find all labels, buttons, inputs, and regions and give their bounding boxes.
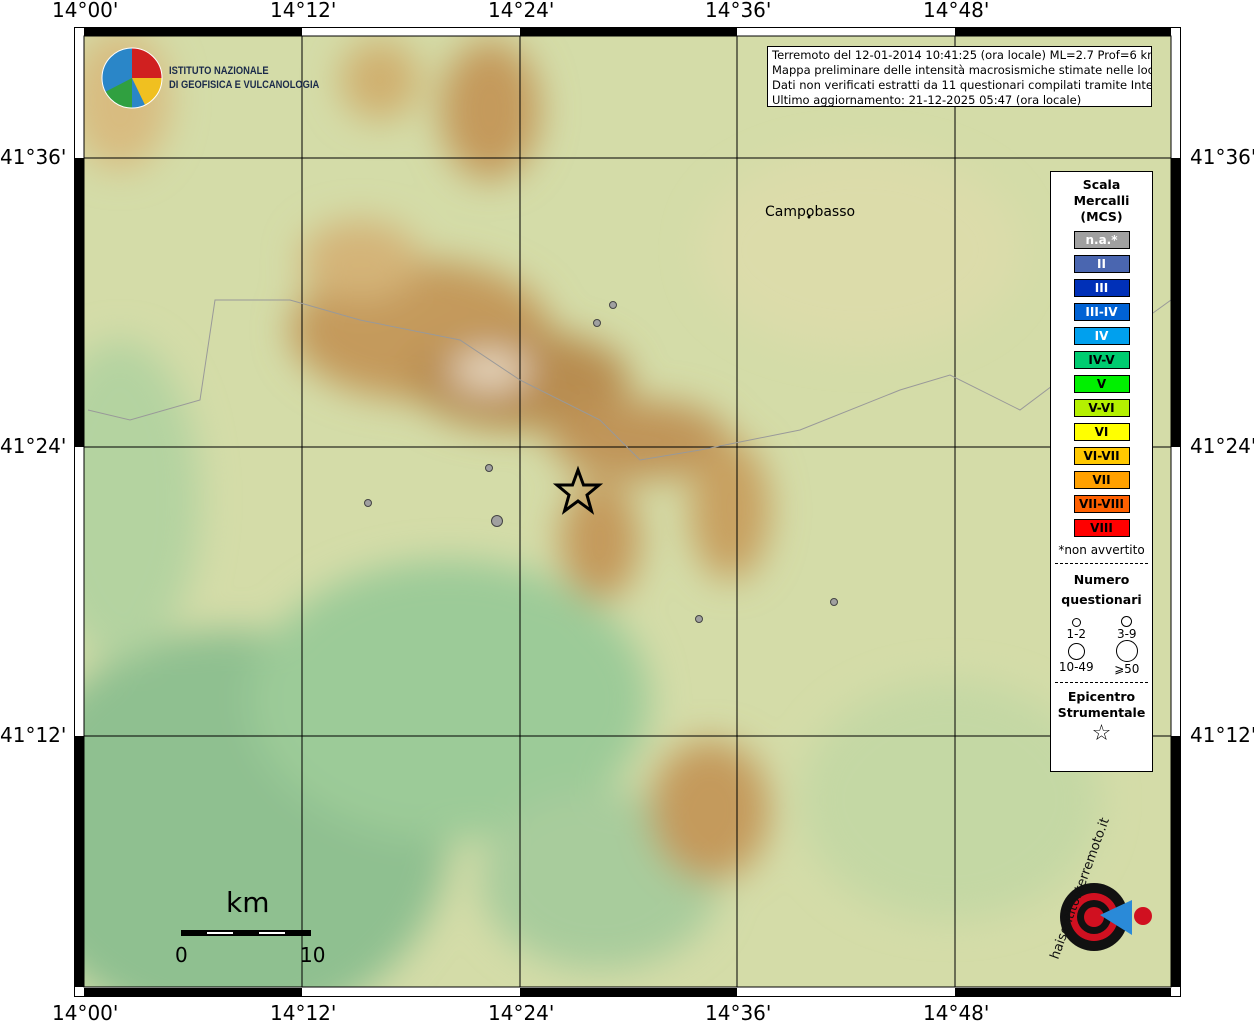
ingv-line2: DI GEOFISICA E VULCANOLOGIA	[169, 79, 320, 91]
lon-tick: 14°24'	[488, 0, 555, 22]
ingv-name: ISTITUTO NAZIONALE DI GEOFISICA E VULCAN…	[169, 64, 319, 92]
scale-min: 0	[175, 943, 188, 967]
title-line: Mercalli	[1073, 193, 1130, 208]
ingv-logo	[101, 47, 163, 109]
title-line: Numero	[1073, 572, 1130, 587]
observation-point[interactable]	[830, 598, 838, 606]
lon-tick: 14°24'	[488, 1001, 555, 1025]
intensity-swatch: V	[1073, 375, 1130, 393]
title-line: questionari	[1061, 592, 1142, 607]
divider	[1055, 563, 1148, 564]
legend-epicenter-title: Epicentro Strumentale	[1051, 689, 1152, 721]
intensity-swatch: VI-VII	[1073, 447, 1130, 465]
event-info-box: Terremoto del 12-01-2014 10:41:25 (ora l…	[767, 46, 1152, 107]
lat-tick: 41°12'	[0, 723, 67, 747]
count-item: 10-49	[1051, 643, 1102, 676]
observation-point[interactable]	[485, 464, 493, 472]
lon-tick: 14°12'	[270, 0, 337, 22]
city-label: Campobasso	[765, 204, 856, 220]
count-label: ⩾50	[1114, 662, 1140, 676]
lat-tick: 41°36'	[0, 145, 67, 169]
count-label: 1-2	[1066, 627, 1087, 641]
lon-tick: 14°36'	[705, 0, 772, 22]
ingv-line1: ISTITUTO NAZIONALE	[169, 65, 269, 77]
info-line: Ultimo aggiornamento: 21-12-2025 05:47 (…	[772, 93, 1082, 107]
observation-point[interactable]	[695, 615, 703, 623]
observation-point[interactable]	[593, 319, 601, 327]
intensity-swatch: III-IV	[1073, 303, 1130, 321]
lon-tick: 14°36'	[705, 1001, 772, 1025]
legend-count-title: Numero questionari	[1051, 570, 1152, 610]
count-label: 3-9	[1116, 627, 1137, 641]
intensity-swatch: VII-VIII	[1073, 495, 1130, 513]
count-label: 10-49	[1058, 660, 1094, 674]
title-line: Epicentro	[1067, 689, 1136, 704]
scale-unit: km	[226, 886, 270, 919]
observation-point[interactable]	[609, 301, 617, 309]
count-item: ⩾50	[1102, 640, 1153, 676]
intensity-swatch: VIII	[1073, 519, 1130, 537]
intensity-swatch: n.a.*	[1073, 231, 1130, 249]
observation-points	[364, 301, 838, 623]
na-note: *non avvertito	[1058, 543, 1145, 557]
lon-tick: 14°48'	[923, 1001, 990, 1025]
lat-tick: 41°12'	[1190, 723, 1254, 747]
count-legend: 1-2 3-9 10-49 ⩾50	[1051, 614, 1152, 676]
scale-max: 10	[300, 943, 326, 967]
divider	[1055, 682, 1148, 683]
intensity-swatch: III	[1073, 279, 1130, 297]
observation-point[interactable]	[364, 499, 372, 507]
city-marker	[807, 215, 811, 219]
epicenter-star[interactable]	[552, 465, 604, 515]
intensity-swatch: II	[1073, 255, 1130, 273]
lat-tick: 41°24'	[1190, 434, 1254, 458]
lat-tick: 41°36'	[1190, 145, 1254, 169]
title-line: (MCS)	[1080, 209, 1123, 224]
count-item: 3-9	[1102, 614, 1153, 641]
intensity-swatches: n.a.* II III III-IV IV IV-V V V-VI VI VI-VII VII VI…	[1051, 231, 1152, 537]
legend-scale-title: Scala Mercalli (MCS)	[1051, 177, 1152, 225]
scale-bar	[181, 930, 311, 936]
title-line: Scala	[1082, 177, 1121, 192]
terrain-relief	[84, 36, 1171, 987]
lon-tick: 14°00'	[52, 1001, 119, 1025]
region-border	[87, 299, 1171, 461]
intensity-swatch: V-VI	[1073, 399, 1130, 417]
intensity-swatch: VI	[1073, 423, 1130, 441]
intensity-swatch: IV	[1073, 327, 1130, 345]
count-item: 1-2	[1051, 614, 1102, 641]
info-line: Dati non verificati estratti da 11 quest…	[772, 78, 1152, 92]
lat-tick: 41°24'	[0, 434, 67, 458]
observation-point[interactable]	[491, 515, 503, 527]
map-frame	[74, 27, 1181, 997]
lon-tick: 14°48'	[923, 0, 990, 22]
lon-tick: 14°12'	[270, 1001, 337, 1025]
star-icon: ☆	[1091, 721, 1112, 746]
intensity-swatch: VII	[1073, 471, 1130, 489]
lon-tick: 14°00'	[52, 0, 119, 22]
info-line: Mappa preliminare delle intensità macros…	[772, 63, 1152, 77]
title-line: Strumentale	[1057, 705, 1146, 720]
info-line: Terremoto del 12-01-2014 10:41:25 (ora l…	[772, 48, 1152, 62]
hsit-logo: haisentitoilterremoto.it	[1048, 816, 1152, 961]
intensity-swatch: IV-V	[1073, 351, 1130, 369]
legend: Scala Mercalli (MCS) n.a.* II III III-IV IV I…	[1050, 171, 1153, 772]
